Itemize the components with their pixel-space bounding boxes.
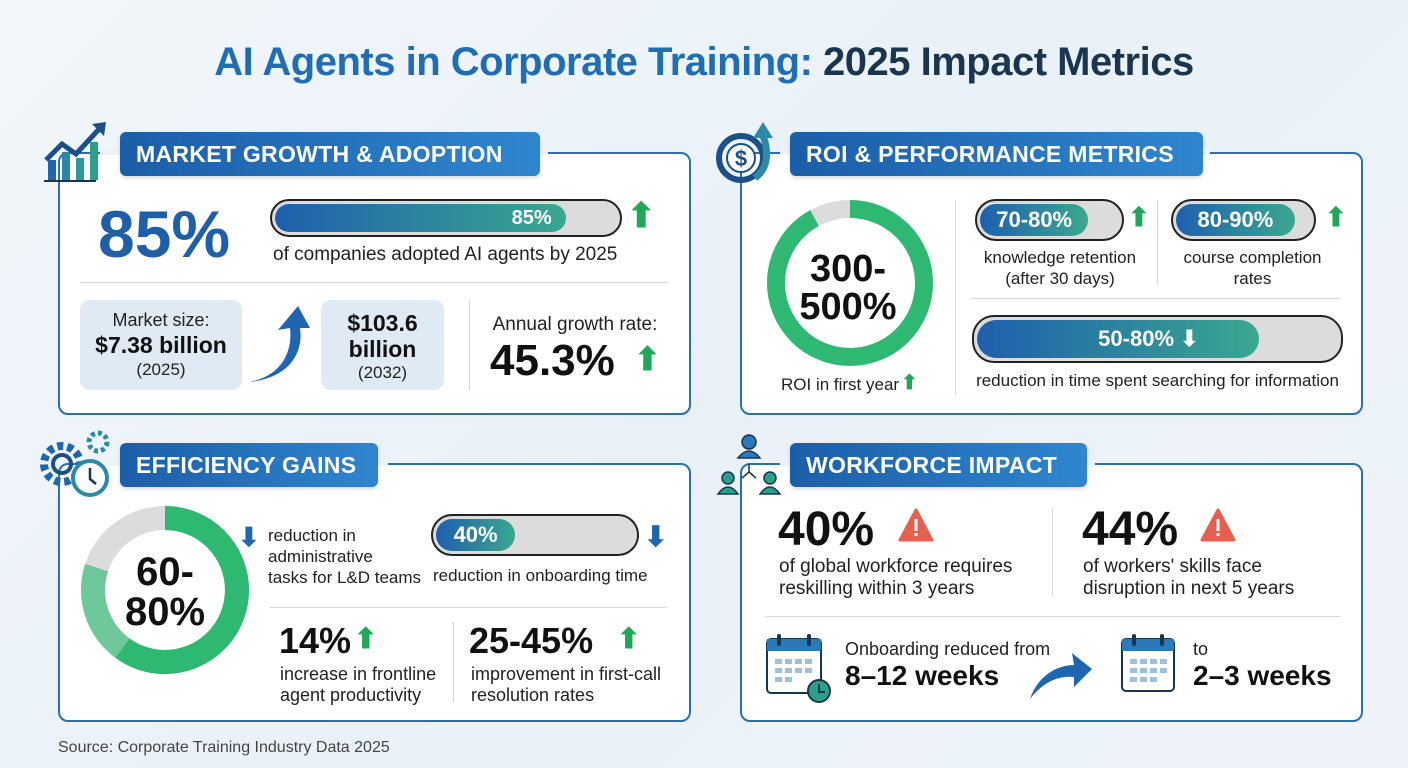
curved-arrow-icon [250, 306, 310, 382]
roi-panel [740, 152, 1363, 415]
resolution-value: 25-45% [469, 620, 594, 661]
adoption-value: 85% [98, 197, 231, 271]
down-arrow-icon: ⬇ [238, 522, 260, 552]
growth-chart-icon [44, 122, 106, 182]
donut-value-arc [767, 200, 933, 366]
adoption-progress-bar: 85% [270, 199, 622, 237]
completion-caption: course completion rates [1183, 248, 1322, 288]
team-network-icon [716, 434, 782, 495]
productivity-caption: increase in frontline agent productivity [280, 664, 437, 705]
up-arrow-icon: ⬆ [634, 341, 661, 377]
up-arrow-icon: ⬆ [627, 197, 656, 235]
roi-donut-chart [767, 200, 933, 366]
donut-low-arc [81, 506, 249, 674]
gears-clock-icon [40, 430, 110, 497]
disruption-caption: of workers' skills face disruption in nex… [1083, 556, 1295, 599]
warning-icon [1200, 508, 1236, 542]
roi-header: ROI & PERFORMANCE METRICS [790, 132, 1203, 176]
disruption-value: 44% [1082, 503, 1179, 556]
onboard-from-label: Onboarding reduced from [845, 639, 1051, 659]
up-arrow-icon: ⬆ [1128, 202, 1150, 232]
onboard-to-value: 2–3 weeks [1193, 660, 1332, 691]
search-caption: reduction in time spent searching for in… [976, 371, 1339, 390]
calendar-clock-icon [766, 634, 831, 703]
dollar-growth-icon: $ [716, 122, 773, 183]
onboarding-bar: 40% [431, 514, 639, 556]
calendar-icon [1121, 634, 1175, 692]
admin-value: 60- 80% [124, 550, 206, 634]
up-arrow-icon: ⬆ [901, 372, 918, 394]
roi-caption: ROI in first year [781, 375, 900, 394]
down-arrow-icon: ⬇ [1180, 326, 1199, 351]
svg-text:$: $ [735, 146, 747, 171]
onboarding-caption: reduction in onboarding time [433, 566, 648, 585]
admin-caption: reduction in administrative tasks for L&D … [268, 526, 422, 587]
search-time-bar: 50-80% ⬇ [972, 315, 1343, 363]
admin-donut-chart [81, 506, 249, 674]
efficiency-header: EFFICIENCY GAINS [120, 443, 378, 487]
source-note: Source: Corporate Training Industry Data… [58, 739, 390, 756]
reskill-value: 40% [778, 503, 875, 556]
onboard-from-value: 8–12 weeks [845, 660, 1000, 691]
growth-value: 45.3% [490, 336, 615, 385]
reskill-caption: of global workforce requires reskilling w… [779, 556, 1013, 599]
page-title: AI Agents in Corporate Training: 2025 Im… [214, 40, 1194, 84]
market-growth-header: MARKET GROWTH & ADOPTION [120, 132, 540, 176]
roi-value: 300- 500% [799, 248, 897, 328]
workforce-header: WORKFORCE IMPACT [790, 443, 1087, 487]
down-arrow-icon: ⬇ [644, 521, 668, 552]
up-arrow-icon: ⬆ [617, 623, 641, 654]
retention-bar: 70-80% [975, 199, 1124, 241]
completion-bar: 80-90% [1171, 199, 1316, 241]
market-size-2025-box: Market size: $7.38 billion (2025) [80, 300, 242, 390]
retention-caption: knowledge retention (after 30 days) [983, 248, 1137, 288]
adoption-caption: of companies adopted AI agents by 2025 [273, 244, 618, 265]
up-arrow-icon: ⬆ [354, 623, 378, 654]
productivity-value: 14% [279, 620, 352, 661]
warning-icon [898, 508, 934, 542]
up-arrow-icon: ⬆ [1325, 202, 1347, 232]
growth-label: Annual growth rate: [492, 314, 658, 335]
curved-arrow-icon [1030, 653, 1092, 699]
adoption-bar-fill: 85% [275, 204, 566, 232]
onboard-to-label: to [1193, 639, 1209, 659]
resolution-caption: improvement in first-call resolution rate… [471, 664, 662, 705]
market-size-2032-box: $103.6 billion (2032) [321, 300, 444, 390]
